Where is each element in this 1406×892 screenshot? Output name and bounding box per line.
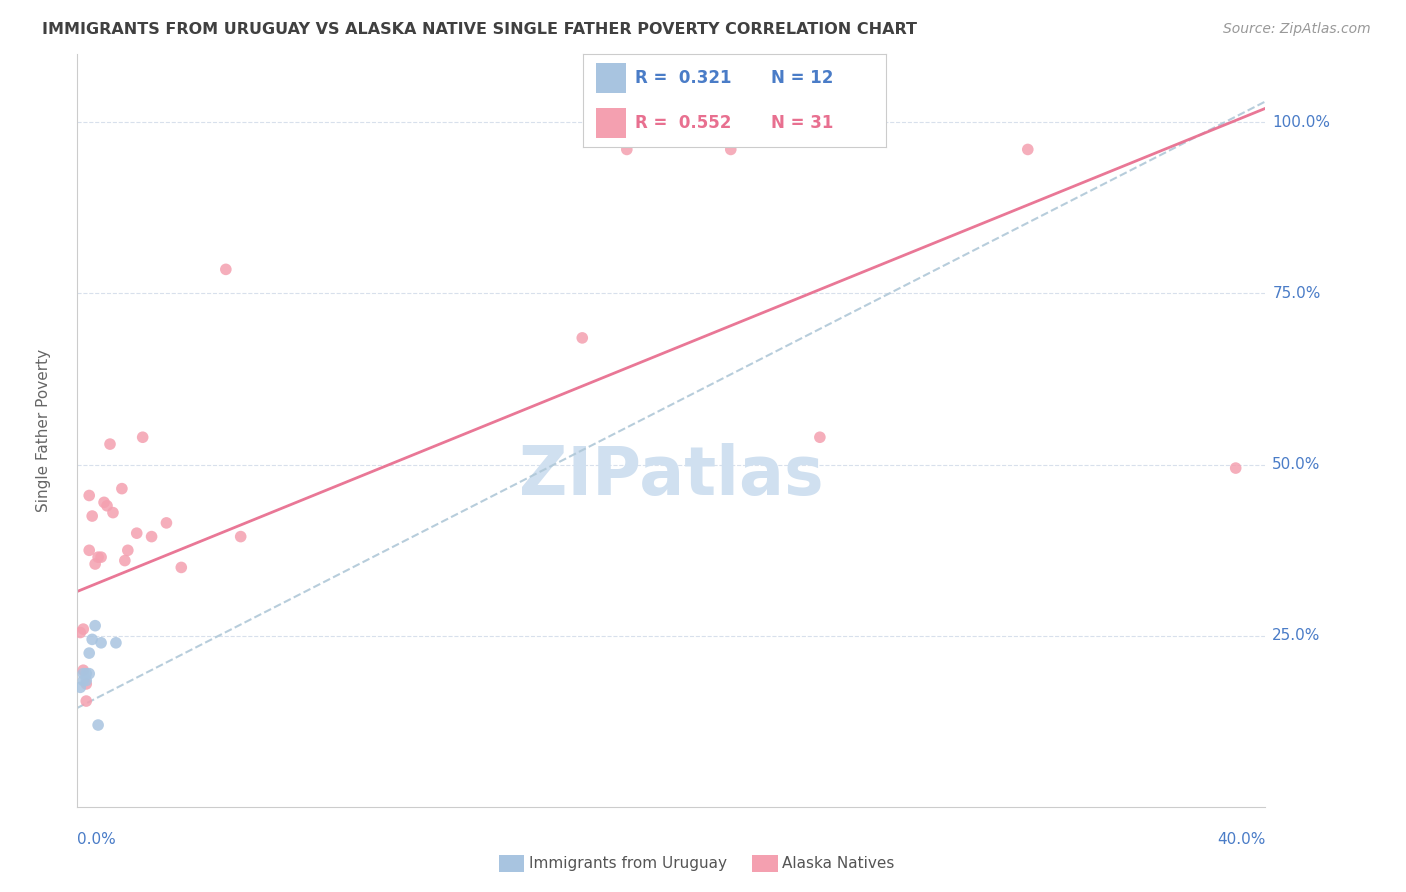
Point	[104, 636, 127, 650]
Point	[75, 677, 97, 691]
Text: R =  0.552: R = 0.552	[636, 114, 731, 132]
Text: Immigrants from Uruguay: Immigrants from Uruguay	[529, 856, 727, 871]
Text: N = 12: N = 12	[770, 69, 834, 87]
Point	[72, 673, 94, 688]
Point	[616, 143, 638, 157]
Text: N = 31: N = 31	[770, 114, 834, 132]
Point	[215, 262, 238, 277]
Point	[131, 430, 153, 444]
Point	[77, 646, 100, 660]
Text: 25.0%: 25.0%	[1272, 629, 1320, 643]
Point	[1225, 461, 1247, 475]
Point	[155, 516, 177, 530]
Point	[84, 557, 107, 571]
Bar	[596, 63, 626, 93]
Text: 0.0%: 0.0%	[77, 832, 117, 847]
Point	[141, 530, 163, 544]
Point	[117, 543, 139, 558]
Point	[90, 550, 112, 565]
Point	[72, 622, 94, 636]
Point	[87, 550, 110, 565]
Point	[69, 681, 91, 695]
Point	[75, 694, 97, 708]
Point	[229, 530, 252, 544]
Point	[77, 543, 100, 558]
Text: 75.0%: 75.0%	[1272, 285, 1320, 301]
Text: ZIPatlas: ZIPatlas	[519, 442, 824, 508]
Text: IMMIGRANTS FROM URUGUAY VS ALASKA NATIVE SINGLE FATHER POVERTY CORRELATION CHART: IMMIGRANTS FROM URUGUAY VS ALASKA NATIVE…	[42, 22, 917, 37]
Point	[75, 673, 97, 688]
Text: Source: ZipAtlas.com: Source: ZipAtlas.com	[1223, 22, 1371, 37]
Bar	[596, 108, 626, 138]
Text: 100.0%: 100.0%	[1272, 114, 1330, 129]
Point	[720, 143, 742, 157]
Point	[82, 509, 104, 524]
Point	[82, 632, 104, 647]
Point	[111, 482, 134, 496]
Point	[170, 560, 193, 574]
Text: Alaska Natives: Alaska Natives	[782, 856, 894, 871]
Point	[77, 488, 100, 502]
Point	[125, 526, 148, 541]
Point	[84, 618, 107, 632]
Text: 40.0%: 40.0%	[1218, 832, 1265, 847]
Point	[72, 666, 94, 681]
Point	[101, 506, 124, 520]
Point	[808, 430, 831, 444]
Point	[98, 437, 121, 451]
Point	[75, 666, 97, 681]
Point	[77, 666, 100, 681]
Point	[90, 636, 112, 650]
Point	[96, 499, 118, 513]
Text: Single Father Poverty: Single Father Poverty	[37, 349, 51, 512]
Point	[571, 331, 593, 345]
Point	[72, 663, 94, 677]
Text: 50.0%: 50.0%	[1272, 458, 1320, 472]
Point	[87, 718, 110, 732]
Text: R =  0.321: R = 0.321	[636, 69, 731, 87]
Point	[69, 625, 91, 640]
Point	[1017, 143, 1039, 157]
Point	[114, 553, 136, 567]
Point	[93, 495, 115, 509]
